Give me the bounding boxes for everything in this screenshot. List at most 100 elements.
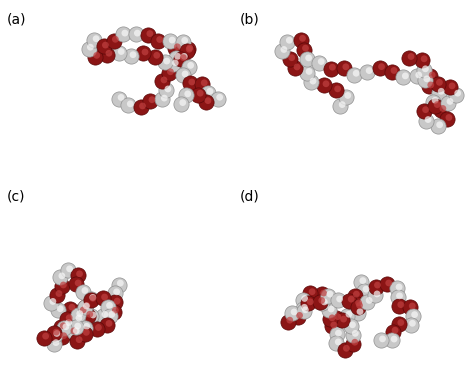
Point	[108, 311, 116, 317]
Point	[318, 297, 326, 303]
Point	[374, 282, 381, 288]
Point	[444, 100, 452, 106]
Point	[318, 292, 326, 297]
Point	[71, 329, 78, 335]
Point	[411, 312, 419, 318]
Point	[118, 49, 125, 55]
Point	[51, 331, 58, 337]
Point	[103, 52, 111, 58]
Point	[364, 299, 371, 305]
Point	[360, 287, 368, 293]
Point	[81, 287, 89, 293]
Point	[174, 54, 182, 59]
Point	[320, 82, 328, 88]
Point	[70, 328, 78, 334]
Point	[75, 315, 82, 321]
Point	[181, 37, 189, 43]
Point	[409, 320, 416, 326]
Point	[172, 55, 180, 61]
Point	[365, 68, 373, 73]
Point	[356, 303, 363, 308]
Point	[278, 48, 286, 54]
Point	[99, 313, 107, 319]
Point	[299, 35, 306, 41]
Point	[186, 80, 194, 86]
Point	[299, 306, 306, 312]
Point	[397, 302, 405, 308]
Point	[161, 59, 169, 65]
Point	[377, 337, 384, 343]
Point	[349, 322, 356, 328]
Point	[286, 317, 293, 323]
Point	[56, 306, 64, 311]
Point	[296, 313, 303, 318]
Point	[179, 39, 187, 45]
Point	[353, 301, 361, 307]
Point	[341, 347, 348, 353]
Point	[285, 37, 293, 43]
Point	[401, 73, 409, 79]
Point	[188, 79, 196, 85]
Point	[144, 32, 152, 38]
Point	[326, 291, 334, 297]
Point	[51, 332, 59, 338]
Point	[347, 323, 355, 329]
Point	[186, 45, 193, 51]
Point	[340, 65, 348, 71]
Point	[436, 90, 443, 96]
Point	[320, 299, 328, 305]
Point	[111, 307, 119, 313]
Point	[81, 304, 88, 310]
Point	[409, 303, 416, 309]
Point	[364, 69, 371, 75]
Point	[81, 331, 88, 337]
Point	[330, 322, 337, 328]
Point	[424, 117, 432, 123]
Point	[206, 88, 214, 94]
Point	[454, 90, 462, 96]
Point	[179, 55, 186, 61]
Point	[415, 72, 422, 78]
Point	[180, 55, 187, 61]
Point	[345, 311, 353, 317]
Point	[326, 307, 333, 313]
Point	[63, 321, 71, 327]
Point	[73, 328, 80, 334]
Point	[73, 317, 81, 323]
Point	[292, 65, 299, 71]
Point	[117, 280, 124, 286]
Point	[316, 60, 323, 66]
Point	[81, 304, 89, 310]
Point	[55, 307, 62, 313]
Point	[359, 277, 366, 283]
Point	[167, 69, 174, 75]
Point	[342, 94, 350, 100]
Point	[284, 318, 292, 324]
Point	[89, 295, 97, 301]
Point	[447, 84, 454, 90]
Point	[75, 337, 83, 343]
Point	[300, 308, 307, 314]
Point	[338, 101, 346, 107]
Point	[394, 294, 401, 300]
Point	[337, 103, 344, 109]
Point	[163, 58, 171, 64]
Point	[362, 286, 370, 292]
Point	[103, 322, 111, 328]
Point	[316, 299, 324, 305]
Point	[374, 291, 381, 297]
Point	[187, 62, 194, 68]
Point	[372, 292, 379, 298]
Point	[347, 296, 355, 302]
Point	[64, 267, 72, 273]
Point	[283, 39, 291, 45]
Point	[352, 70, 360, 76]
Point	[334, 314, 342, 320]
Point	[305, 300, 312, 306]
Point	[50, 341, 58, 347]
Point	[148, 97, 156, 103]
Point	[161, 95, 168, 101]
Point	[72, 324, 80, 330]
Point	[297, 37, 304, 43]
Point	[166, 38, 174, 44]
